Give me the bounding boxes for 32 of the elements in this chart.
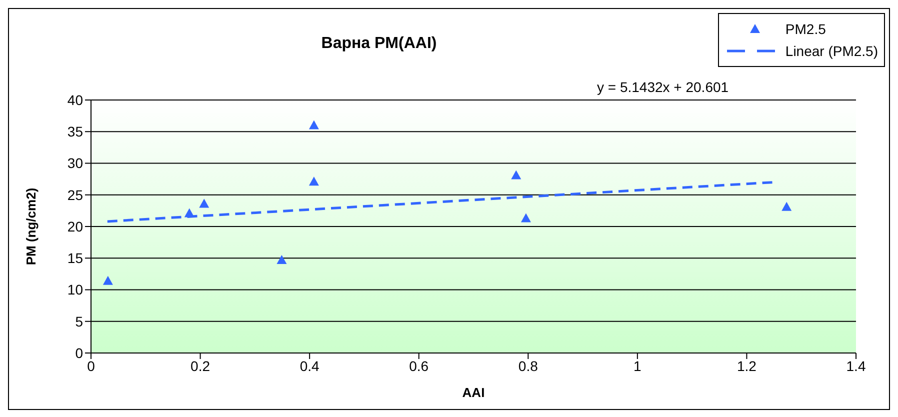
- point: [102, 276, 113, 285]
- x-axis-title: AAI: [462, 385, 485, 400]
- y-tick-label: 40: [67, 92, 84, 108]
- y-tick-label: 35: [67, 124, 84, 140]
- y-tick-label: 15: [67, 250, 84, 266]
- x-tick-label: 1.2: [736, 358, 757, 374]
- x-tick-label: 0.4: [300, 358, 320, 374]
- point: [511, 170, 522, 180]
- point: [276, 255, 287, 264]
- y-tick-label: 20: [67, 218, 84, 234]
- y-tick-label: 25: [67, 186, 84, 203]
- text: y = 5.1432x + 20.601: [597, 79, 729, 95]
- chart-title: Варна PM(AAI): [320, 35, 438, 53]
- point: [520, 213, 531, 222]
- y-tick-label: 10: [67, 282, 84, 298]
- y-tick-label: 5: [75, 313, 84, 330]
- point: [308, 176, 319, 186]
- x-tick-label: 1.4: [846, 358, 866, 374]
- x-tick-label: 0.8: [518, 358, 538, 374]
- legend-label: Linear (PM2.5): [785, 43, 878, 59]
- x-tick-label: 0.2: [190, 358, 210, 374]
- point: [782, 202, 792, 211]
- x-tick-label: 1: [634, 358, 642, 374]
- legend-label: PM2.5: [785, 21, 826, 37]
- x-tick-label: 0: [87, 358, 96, 374]
- point: [184, 208, 194, 218]
- y-tick-label: 30: [67, 155, 84, 172]
- y-tick-label: 0: [75, 344, 84, 361]
- point: [308, 120, 319, 130]
- y-axis-title: PM (ng/cm2): [24, 188, 39, 266]
- point: [199, 198, 210, 208]
- x-tick-label: 0.6: [409, 358, 429, 374]
